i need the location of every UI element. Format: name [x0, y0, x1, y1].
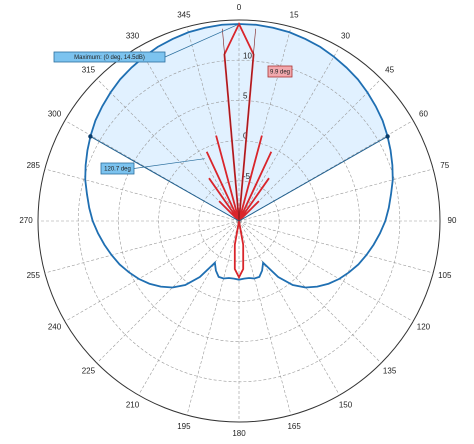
theta-tick-label: 15 [290, 10, 299, 19]
theta-tick-label: 210 [126, 401, 140, 410]
annotation-text: 9.9 deg [270, 70, 290, 76]
grid-spoke [238, 168, 434, 222]
grid-spoke [238, 220, 382, 364]
annotation-text: Maximum: (0 deg, 14.5dB) [74, 55, 145, 61]
annotation-box [100, 162, 135, 175]
theta-tick-label: 75 [440, 161, 449, 170]
theta-tick-label: 345 [177, 10, 191, 19]
r-tick-label: -5 [243, 172, 251, 181]
theta-tick-label: 300 [48, 110, 62, 119]
grid-spoke [44, 168, 240, 222]
annotation-box [267, 65, 293, 78]
theta-tick-label: 255 [27, 271, 41, 280]
main-beam-edge [222, 28, 240, 222]
beam-sector [90, 24, 388, 221]
grid-spoke [238, 120, 414, 222]
grid-spoke [238, 78, 382, 222]
grid-spoke [96, 78, 240, 222]
grid-spoke [186, 220, 240, 416]
grid-spoke [238, 220, 292, 416]
theta-tick-label: 315 [82, 65, 96, 74]
theta-tick-label: 225 [82, 367, 96, 376]
theta-tick-label: 0 [237, 3, 242, 12]
theta-tick-label: 180 [232, 429, 246, 438]
beam-edge [90, 135, 240, 222]
grid-layer: -5 0 5 10 0 15 30 45 60 75 90 105 120 135 150 165 180 195… [19, 3, 457, 438]
annotation-layer: Maximum: (0 deg, 14.5dB) 120.7 deg 9.9 deg [53, 23, 390, 222]
grid-spoke [64, 220, 240, 322]
grid-spoke [44, 220, 240, 274]
theta-tick-label: 30 [341, 32, 350, 41]
theta-tick-label: 285 [27, 161, 41, 170]
annotation-text: 120.7 deg [104, 167, 131, 173]
grid-spoke [238, 220, 414, 322]
theta-tick-label: 135 [383, 367, 397, 376]
grid-spoke [186, 26, 240, 222]
theta-tick-label: 105 [438, 271, 452, 280]
annotation-box [53, 51, 166, 63]
annotation-pointer [164, 23, 240, 58]
beam-marker [385, 134, 390, 139]
main-beam-edge [238, 28, 256, 222]
theta-tick-label: 165 [287, 422, 301, 431]
grid-spoke [64, 120, 240, 222]
theta-tick-label: 150 [339, 401, 353, 410]
grid-spoke [238, 220, 340, 396]
r-tick-label: 10 [243, 51, 252, 60]
r-tick-label: 5 [243, 92, 248, 101]
r-tick-label: 0 [243, 132, 248, 141]
grid-spoke [238, 220, 434, 274]
annotation-pointer [133, 158, 205, 169]
theta-tick-label: 195 [177, 422, 191, 431]
theta-tick-label: 90 [448, 216, 457, 225]
grid-spoke [238, 26, 292, 222]
beam-edge [238, 135, 388, 222]
grid-spoke [238, 46, 340, 222]
grid-spoke [96, 220, 240, 364]
grid-spoke [138, 46, 240, 222]
beam-layer [90, 24, 388, 221]
theta-tick-label: 120 [417, 323, 431, 332]
beam-marker [88, 134, 93, 139]
theta-tick-label: 45 [385, 65, 394, 74]
theta-tick-label: 270 [19, 216, 33, 225]
theta-tick-label: 60 [419, 110, 428, 119]
theta-tick-label: 240 [48, 323, 62, 332]
pattern-line [205, 21, 273, 280]
grid-spoke [138, 220, 240, 396]
theta-tick-label: 330 [126, 32, 140, 41]
